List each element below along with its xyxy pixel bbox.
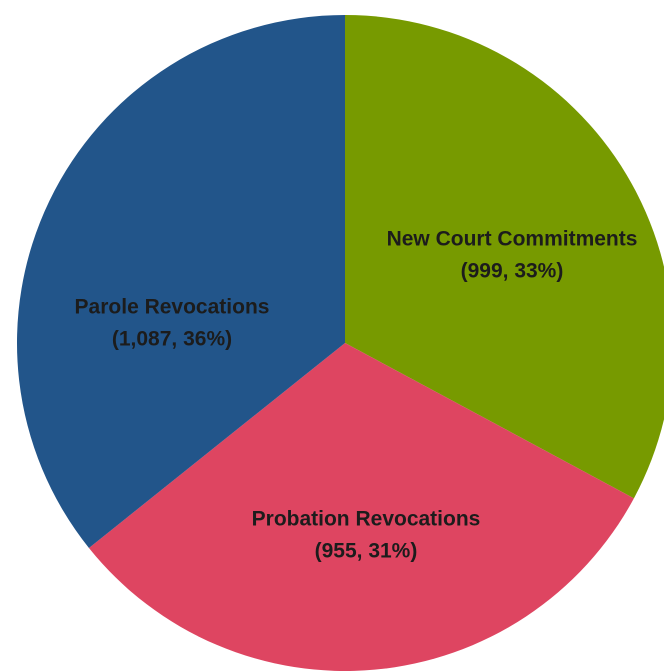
slice-label-value: (999, 33%): [461, 260, 564, 283]
slice-label-value: (1,087, 36%): [112, 328, 232, 351]
slice-label-value: (955, 31%): [315, 540, 418, 563]
pie-slice: [17, 15, 345, 548]
pie-slice: [345, 15, 664, 499]
slice-label-name: New Court Commitments: [387, 228, 638, 251]
pie-slice: [88, 343, 634, 671]
slice-label-name: Parole Revocations: [75, 296, 270, 319]
slice-label-name: Probation Revocations: [252, 508, 481, 531]
